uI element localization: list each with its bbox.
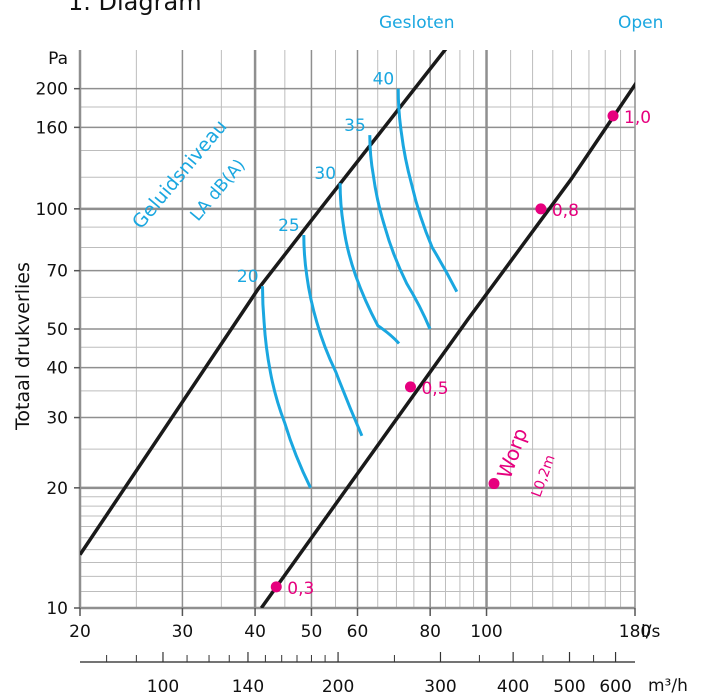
y-axis-unit: Pa — [48, 49, 68, 69]
sound-level-curve-30 — [338, 183, 401, 345]
x2-tick-label: 600 — [599, 677, 631, 697]
x-tick-label: 60 — [347, 622, 369, 642]
x-tick-label: 40 — [244, 622, 266, 642]
throw-label: 0,5 — [421, 379, 448, 399]
x2-tick-label: 400 — [497, 677, 529, 697]
sound-level-curve-35 — [368, 135, 432, 330]
y-tick-label: 100 — [36, 200, 68, 220]
y-tick-label: 10 — [46, 599, 68, 619]
x2-tick-label: 500 — [553, 677, 585, 697]
sound-level-curve-40 — [396, 88, 459, 293]
sound-level-label-40: 40 — [373, 70, 395, 90]
sound-level-label-35: 35 — [344, 116, 366, 136]
x-axis-unit: l/s — [641, 622, 660, 642]
y-tick-label: 30 — [46, 409, 68, 429]
sound-level-title: Geluidsniveau — [128, 116, 232, 233]
throw-point — [488, 478, 500, 490]
y-tick-label: 70 — [46, 262, 68, 282]
throw-label: 0,3 — [287, 579, 314, 599]
y-tick-label: 200 — [36, 80, 68, 100]
throw-point — [404, 381, 416, 393]
y-axis-title: Totaal drukverlies — [12, 262, 34, 431]
sound-level-layer: 20 25 30 35 40 — [237, 70, 459, 489]
series-line-open — [259, 81, 635, 608]
x-tick-label: 50 — [301, 622, 323, 642]
x-tick-label: 80 — [419, 622, 441, 642]
throw-point — [607, 110, 619, 122]
chart-title: 1. Diagram — [68, 0, 202, 16]
throw-label: 1,0 — [624, 108, 651, 128]
x2-tick-label: 100 — [147, 677, 179, 697]
x-tick-label: 20 — [69, 622, 91, 642]
axes: 20 30 40 50 60 80 100 1801020304050701001602001… — [36, 80, 652, 697]
throw-title: Worp — [492, 425, 532, 482]
sound-level-curve-25 — [302, 234, 364, 437]
x2-tick-label: 140 — [232, 677, 264, 697]
throw-label: 0,8 — [552, 201, 579, 221]
throw-layer: 0,3 0,5 0,8 1,0 — [270, 108, 651, 599]
x-tick-label: 30 — [172, 622, 194, 642]
y-tick-label: 160 — [36, 118, 68, 138]
sound-level-curve-20 — [261, 286, 312, 489]
series-label-gesloten: Gesloten — [379, 13, 455, 33]
x-tick-label: 180 — [619, 622, 651, 642]
x-tick-label: 100 — [470, 622, 502, 642]
throw-point — [270, 581, 282, 593]
x2-tick-label: 200 — [322, 677, 354, 697]
sound-level-label-30: 30 — [314, 164, 336, 184]
y-tick-label: 50 — [46, 320, 68, 340]
sound-level-label-20: 20 — [237, 267, 259, 287]
y-tick-label: 20 — [46, 479, 68, 499]
throw-subtitle: L0,2m — [529, 453, 559, 500]
series-layer — [80, 50, 635, 608]
series-line-gesloten — [80, 50, 448, 556]
x2-tick-label: 300 — [424, 677, 456, 697]
throw-point — [535, 203, 547, 215]
x2-axis-unit: m³/h — [648, 676, 688, 696]
series-label-open: Open — [618, 13, 663, 33]
grid — [78, 50, 636, 610]
sound-level-label-25: 25 — [278, 216, 300, 236]
y-tick-label: 40 — [46, 359, 68, 379]
